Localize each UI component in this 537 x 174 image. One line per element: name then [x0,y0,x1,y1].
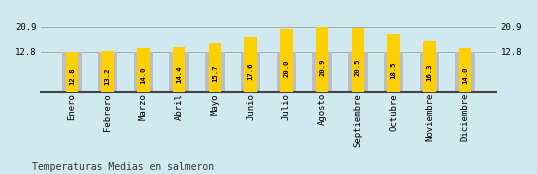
Text: 18.5: 18.5 [390,61,397,79]
Bar [134,52,153,92]
Bar [459,48,471,92]
Text: 14.0: 14.0 [140,66,147,84]
Bar [313,52,332,92]
Text: 20.5: 20.5 [355,59,361,76]
Text: 14.4: 14.4 [176,66,182,83]
Text: 20.9: 20.9 [319,58,325,76]
Text: 12.8: 12.8 [69,68,75,85]
Bar [62,52,82,92]
Bar [169,52,189,92]
Text: 16.3: 16.3 [426,64,432,81]
Text: 14.0: 14.0 [462,66,468,84]
Bar [455,52,475,92]
Bar [384,52,403,92]
Bar [387,34,400,92]
Text: Temperaturas Medias en salmeron: Temperaturas Medias en salmeron [32,162,214,172]
Bar [137,48,150,92]
Bar [208,43,221,92]
Bar [277,52,296,92]
Bar [244,37,257,92]
Bar [348,52,368,92]
Bar [423,41,436,92]
Bar [173,47,185,92]
Bar [419,52,439,92]
Bar [66,52,78,92]
Bar [98,52,118,92]
Bar [280,30,293,92]
Text: 17.6: 17.6 [248,62,253,80]
Bar [316,27,329,92]
Text: 20.0: 20.0 [284,59,289,77]
Text: 15.7: 15.7 [212,64,218,82]
Text: 13.2: 13.2 [105,67,111,85]
Bar [101,51,114,92]
Bar [241,52,260,92]
Bar [352,28,364,92]
Bar [205,52,224,92]
